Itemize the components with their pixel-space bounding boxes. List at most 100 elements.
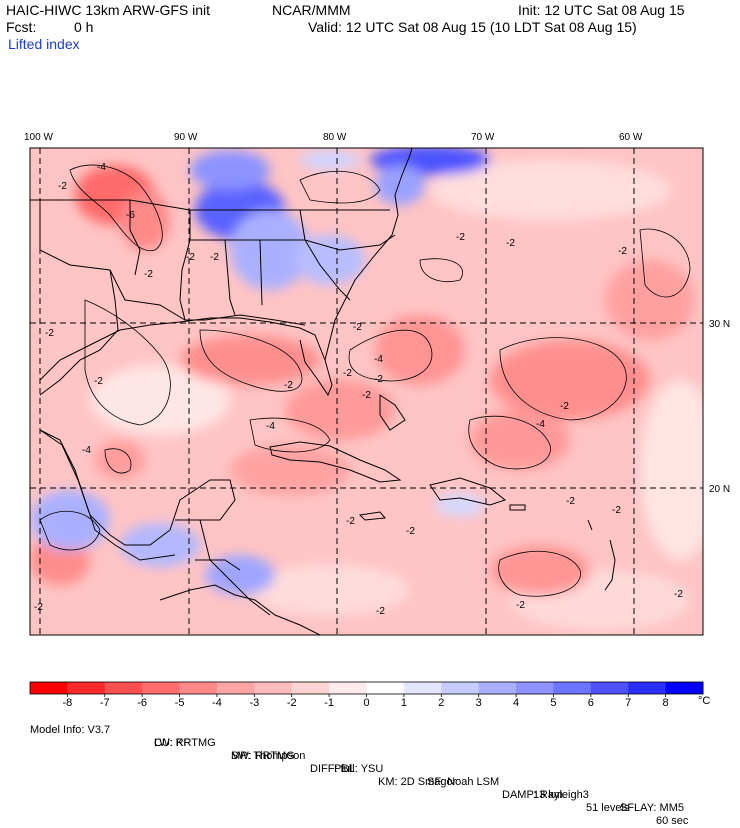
model-info-lw: LW: RRTMG (154, 737, 216, 749)
colorbar-tick-label: -4 (212, 697, 222, 709)
contour-label: -4 (374, 354, 383, 365)
colorbar-swatch (441, 682, 480, 694)
contour-label: -2 (566, 496, 575, 507)
contour-label: -2 (618, 246, 627, 257)
model-title: HAIC-HIWC 13km ARW-GFS init (6, 2, 211, 18)
colorbar-swatch (291, 682, 330, 694)
valid-time: Valid: 12 UTC Sat 08 Aug 15 (10 LDT Sat … (308, 19, 637, 35)
colorbar-tick-label: -1 (324, 697, 334, 709)
contour-label: -2 (45, 328, 54, 339)
contour-label: -4 (97, 162, 106, 173)
contour-label: -2 (94, 376, 103, 387)
colorbar-swatch (366, 682, 405, 694)
model-info-diff: DIFF: full (310, 763, 355, 775)
colorbar-swatch (665, 682, 704, 694)
contour-label: -2 (210, 252, 219, 263)
contour-label: -2 (374, 374, 383, 385)
model-info-sw: SW: RRTMG (231, 750, 295, 762)
colorbar-tick-label: -2 (287, 697, 297, 709)
contour-label: -2 (456, 232, 465, 243)
colorbar-tick-label: 6 (588, 697, 594, 709)
contour-label: -2 (506, 238, 515, 249)
contour-label: -2 (362, 390, 371, 401)
colorbar-unit: °C (698, 695, 710, 707)
contour-label: -2 (406, 526, 415, 537)
center-name: NCAR/MMM (272, 2, 351, 18)
colorbar-tick-label: -3 (249, 697, 259, 709)
latitude-labels: 30 N 20 N (709, 319, 730, 495)
contour-label: -6 (126, 210, 135, 221)
contour-label: -2 (346, 516, 355, 527)
colorbar-swatch (590, 682, 629, 694)
colorbar-swatch (553, 682, 592, 694)
contour-label: -2 (353, 322, 362, 333)
contour-label: -4 (536, 419, 545, 430)
fcst-label: Fcst: (6, 19, 37, 35)
contour-label: -2 (516, 600, 525, 611)
colorbar-swatch (478, 682, 517, 694)
lon-label: 70 W (471, 132, 495, 143)
colorbar-tick-label: 7 (625, 697, 631, 709)
colorbar-tick-label: -7 (100, 697, 110, 709)
latlon-grid (30, 148, 703, 635)
coastlines (39, 148, 616, 635)
fcst-value: 0 h (74, 19, 94, 35)
model-info-km: KM: 2D Smagor (378, 776, 457, 788)
colorbar-swatch (179, 682, 218, 694)
contour-lines (39, 164, 691, 597)
contour-label: -2 (58, 181, 67, 192)
contour-label: -4 (82, 445, 91, 456)
model-info-version: Model Info: V3.7 (30, 724, 111, 736)
contour-label: -2 (186, 252, 195, 263)
colorbar-tick-label: 3 (476, 697, 482, 709)
colorbar-tick-label: 0 (363, 697, 369, 709)
colorbar-tick-label: 1 (401, 697, 407, 709)
colorbar-swatch (142, 682, 181, 694)
colorbar-swatch (216, 682, 255, 694)
colorbar-tick-label: 8 (663, 697, 669, 709)
field-name: Lifted index (8, 36, 80, 52)
lifted-index-field (30, 148, 703, 635)
colorbar-swatch (30, 682, 68, 694)
contour-label: -2 (34, 602, 43, 613)
colorbar-tick-label: 5 (550, 697, 556, 709)
contour-label: -2 (144, 269, 153, 280)
model-info-sflay: SFLAY: MM5 (620, 802, 684, 814)
colorbar-swatch (628, 682, 667, 694)
contour-value-labels: -4 -2 -6 -2 -2 -2 -2 -2 -2 -2 -4 -2 -2 -… (34, 162, 683, 617)
colorbar-tick-label: 2 (438, 697, 444, 709)
colorbar-swatch (104, 682, 143, 694)
contour-label: -2 (560, 401, 569, 412)
model-info-timestep: 60 sec (656, 815, 689, 827)
contour-label: -4 (266, 421, 275, 432)
colorbar-tick-label: -5 (175, 697, 185, 709)
map-figure: 100 W 90 W 80 W 70 W 60 W 30 N 20 N -4 -… (24, 132, 730, 709)
lon-label: 80 W (323, 132, 347, 143)
colorbar-swatch (67, 682, 106, 694)
lon-label: 60 W (619, 132, 643, 143)
lat-label: 30 N (709, 319, 730, 330)
contour-label: -2 (284, 380, 293, 391)
contour-label: -2 (612, 505, 621, 516)
colorbar-labels: -8 -7 -6 -5 -4 -3 -2 -1 0 1 2 3 4 5 6 7 8 (62, 697, 668, 709)
contour-label: -2 (376, 606, 385, 617)
model-info-damp: DAMP: Rayleigh3 (502, 789, 589, 801)
longitude-labels: 100 W 90 W 80 W 70 W 60 W (24, 132, 643, 143)
lat-label: 20 N (709, 484, 730, 495)
lon-label: 90 W (174, 132, 198, 143)
colorbar-tick-label: -6 (137, 697, 147, 709)
colorbar (29, 681, 704, 697)
model-info-line2: LW: RRTMG SW: RRTMG DIFF: full KM: 2D Sm… (0, 724, 740, 815)
lon-label: 100 W (24, 132, 53, 143)
colorbar-swatch (516, 682, 554, 694)
colorbar-swatch (403, 682, 442, 694)
colorbar-tick-label: 4 (513, 697, 519, 709)
init-time: Init: 12 UTC Sat 08 Aug 15 (518, 2, 685, 18)
political-boundaries (30, 199, 396, 616)
colorbar-swatch (254, 682, 293, 694)
map-frame (29, 147, 704, 636)
colorbar-tick-label: -8 (62, 697, 72, 709)
contour-label: -2 (343, 368, 352, 379)
colorbar-swatch (329, 682, 367, 694)
contour-label: -2 (674, 589, 683, 600)
